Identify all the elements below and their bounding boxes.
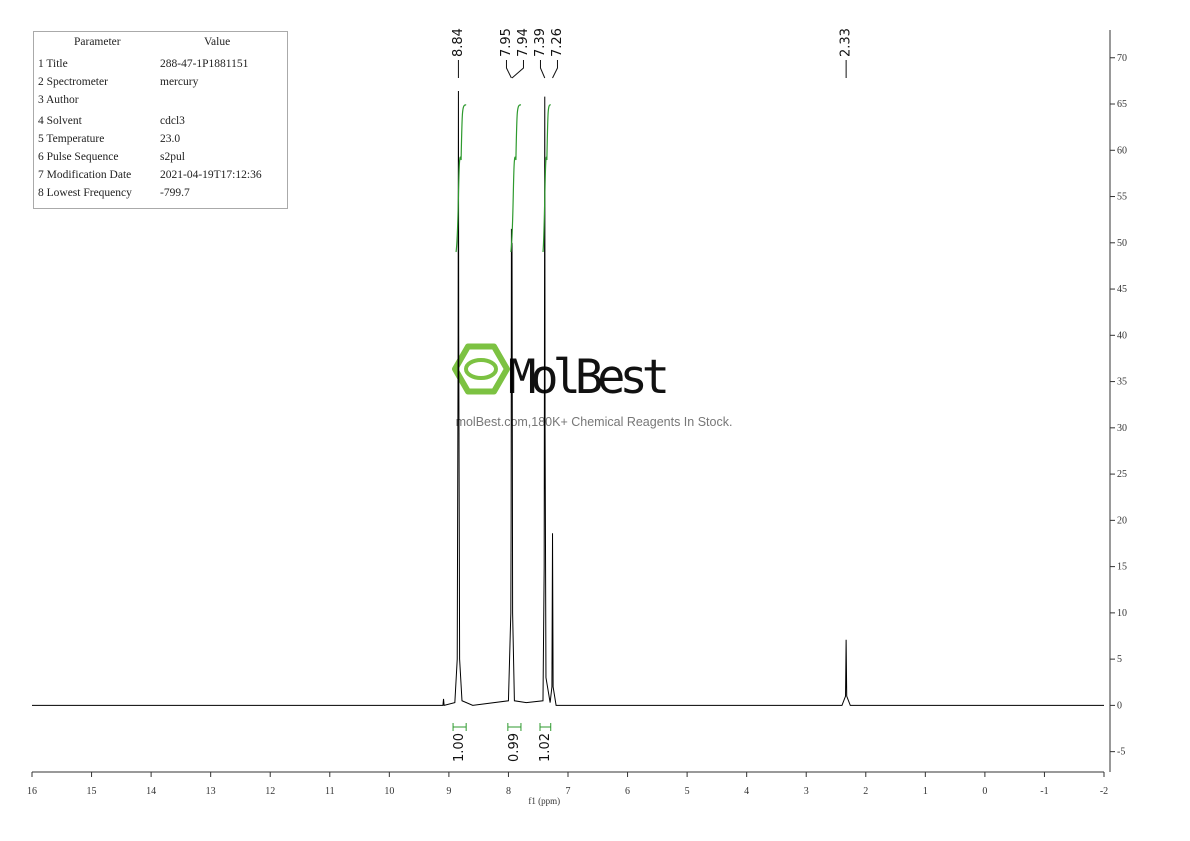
integral-bracket: [539, 723, 552, 731]
peak-connector: [511, 60, 524, 79]
parameter-cell: 2 Spectrometer: [38, 76, 108, 88]
parameter-cell: Value: [204, 36, 231, 48]
parameter-table: Parameter Value 1 Title 288-47-1P1881151 2 S…: [33, 31, 288, 209]
logo-ring: [464, 358, 498, 380]
parameter-cell: 4 Solvent: [38, 115, 82, 127]
x-tick-label: -2: [1100, 786, 1108, 797]
x-tick-label: 4: [744, 786, 749, 797]
y-tick-label: 0: [1117, 700, 1122, 711]
y-tick-label: 60: [1117, 145, 1127, 156]
integral-label: 1.02: [538, 733, 553, 762]
y-tick-label: -5: [1117, 747, 1125, 758]
parameter-cell: 3 Author: [38, 94, 79, 106]
y-tick-label: 45: [1117, 284, 1127, 295]
parameter-cell: 6 Pulse Sequence: [38, 151, 119, 163]
x-tick-label: 5: [685, 786, 690, 797]
integral-label: 0.99: [507, 733, 522, 762]
parameter-cell: 2021-04-19T17:12:36: [160, 169, 262, 181]
x-tick-label: 14: [146, 786, 156, 797]
parameter-cell: 288-47-1P1881151: [160, 58, 249, 70]
peak-label: 7.39: [533, 28, 548, 57]
y-tick-label: 20: [1117, 515, 1127, 526]
x-tick-label: -1: [1040, 786, 1048, 797]
x-tick-label: 1: [923, 786, 928, 797]
parameter-cell: 7 Modification Date: [38, 169, 132, 181]
y-tick-label: 15: [1117, 562, 1127, 573]
y-tick-label: 35: [1117, 377, 1127, 388]
peak-label: 7.26: [550, 28, 565, 57]
x-tick-label: 12: [265, 786, 275, 797]
peak-connector: [552, 60, 558, 79]
logo-hexagon: [452, 343, 510, 395]
x-tick-label: 10: [384, 786, 394, 797]
integral-label: 1.00: [452, 733, 467, 762]
integral-bracket: [507, 723, 522, 731]
parameter-cell: -799.7: [160, 187, 190, 199]
parameter-cell: 8 Lowest Frequency: [38, 187, 132, 199]
parameter-cell: 23.0: [160, 133, 181, 145]
x-tick-label: 2: [863, 786, 868, 797]
x-tick-label: 13: [206, 786, 216, 797]
x-tick-label: 6: [625, 786, 630, 797]
watermark-brand: MolBest: [508, 350, 666, 405]
y-tick-label: 70: [1117, 53, 1127, 64]
y-tick-label: 5: [1117, 654, 1122, 665]
parameter-cell: s2pul: [160, 151, 185, 163]
x-tick-label: 3: [804, 786, 809, 797]
integral-curve: [510, 104, 522, 253]
spectrum: [32, 91, 1104, 707]
y-tick-label: 55: [1117, 192, 1127, 203]
peak-label: 8.84: [451, 28, 466, 57]
y-tick-label: 50: [1117, 238, 1127, 249]
peak-label: 2.33: [839, 28, 854, 57]
y-tick-label: 25: [1117, 469, 1127, 480]
x-tick-label: 0: [982, 786, 987, 797]
x-tick-label: 15: [87, 786, 97, 797]
watermark: MolBest molBest.com,180K+ Chemical Reagen…: [452, 343, 733, 429]
peak-label: 7.94: [516, 28, 531, 57]
parameter-cell: 1 Title: [38, 58, 68, 70]
y-tick-label: 10: [1117, 608, 1127, 619]
x-tick-label: 16: [27, 786, 37, 797]
x-axis-label: f1 (ppm): [528, 796, 560, 806]
y-tick-label: 65: [1117, 99, 1127, 110]
x-tick-label: 9: [446, 786, 451, 797]
x-tick-label: 8: [506, 786, 511, 797]
parameter-cell: Parameter: [74, 36, 121, 48]
y-tick-label: 30: [1117, 423, 1127, 434]
integral-bracket: [452, 723, 467, 731]
x-tick-label: 7: [566, 786, 571, 797]
parameter-cell: cdcl3: [160, 115, 185, 127]
watermark-tagline: molBest.com,180K+ Chemical Reagents In S…: [456, 415, 733, 429]
integral-curve: [542, 104, 551, 253]
parameter-cell: 5 Temperature: [38, 133, 105, 145]
integral-curve: [455, 104, 467, 253]
peak-label: 7.95: [499, 28, 514, 57]
x-tick-label: 11: [325, 786, 335, 797]
peak-connector: [505, 60, 512, 79]
peak-connector: [539, 60, 546, 79]
parameter-cell: mercury: [160, 76, 199, 88]
y-tick-label: 40: [1117, 330, 1127, 341]
